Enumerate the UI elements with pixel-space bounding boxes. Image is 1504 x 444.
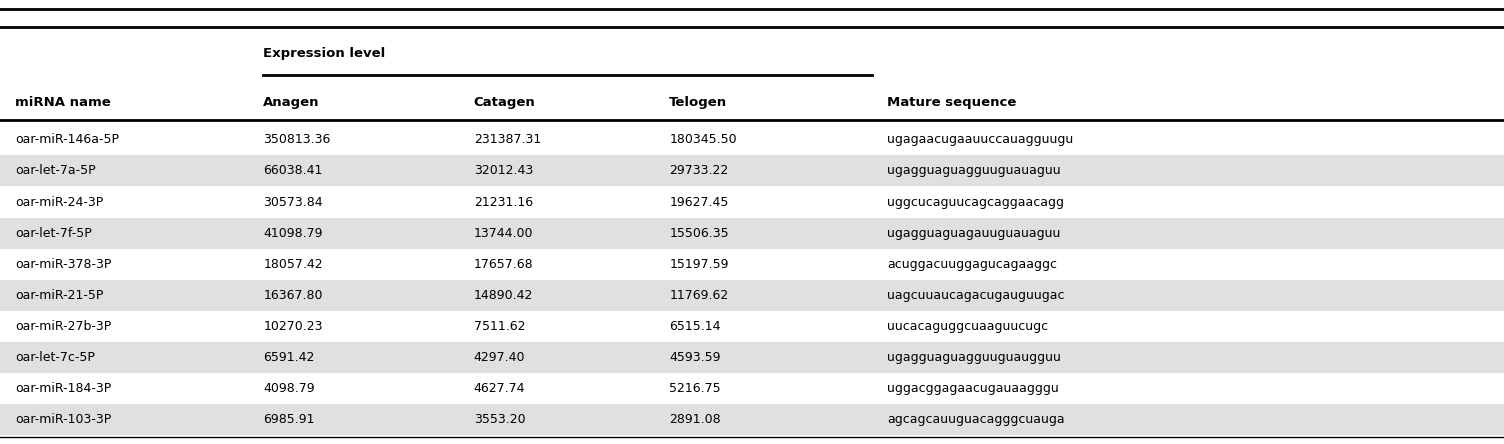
Text: 6591.42: 6591.42 <box>263 351 314 364</box>
Text: oar-miR-21-5P: oar-miR-21-5P <box>15 289 104 302</box>
Text: oar-miR-27b-3P: oar-miR-27b-3P <box>15 320 111 333</box>
Text: 19627.45: 19627.45 <box>669 195 728 209</box>
Bar <box>0 280 1504 311</box>
Text: miRNA name: miRNA name <box>15 95 111 109</box>
Text: agcagcauuguacagggcuauga: agcagcauuguacagggcuauga <box>887 413 1065 426</box>
Text: ugagguaguagguuguaugguu: ugagguaguagguuguaugguu <box>887 351 1062 364</box>
Text: 4627.74: 4627.74 <box>474 382 525 395</box>
Text: oar-let-7a-5P: oar-let-7a-5P <box>15 164 96 178</box>
Text: oar-miR-378-3P: oar-miR-378-3P <box>15 258 111 271</box>
Text: 21231.16: 21231.16 <box>474 195 532 209</box>
Text: uggcucaguucagcaggaacagg: uggcucaguucagcaggaacagg <box>887 195 1065 209</box>
Text: 231387.31: 231387.31 <box>474 133 541 147</box>
Text: uagcuuaucagacugauguugac: uagcuuaucagacugauguugac <box>887 289 1065 302</box>
Text: 14890.42: 14890.42 <box>474 289 532 302</box>
Text: oar-miR-146a-5P: oar-miR-146a-5P <box>15 133 119 147</box>
Text: 16367.80: 16367.80 <box>263 289 323 302</box>
Text: 2891.08: 2891.08 <box>669 413 720 426</box>
Bar <box>0 342 1504 373</box>
Text: ugagguaguagguuguauaguu: ugagguaguagguuguauaguu <box>887 164 1060 178</box>
Text: 4098.79: 4098.79 <box>263 382 314 395</box>
Text: 17657.68: 17657.68 <box>474 258 534 271</box>
Text: Catagen: Catagen <box>474 95 535 109</box>
Text: 11769.62: 11769.62 <box>669 289 728 302</box>
Text: oar-miR-24-3P: oar-miR-24-3P <box>15 195 104 209</box>
Text: Expression level: Expression level <box>263 47 385 60</box>
Text: oar-miR-184-3P: oar-miR-184-3P <box>15 382 111 395</box>
Text: 30573.84: 30573.84 <box>263 195 323 209</box>
Text: 180345.50: 180345.50 <box>669 133 737 147</box>
Text: 29733.22: 29733.22 <box>669 164 728 178</box>
Text: acuggacuuggagucagaaggc: acuggacuuggagucagaaggc <box>887 258 1057 271</box>
Text: 15197.59: 15197.59 <box>669 258 729 271</box>
Text: oar-let-7c-5P: oar-let-7c-5P <box>15 351 95 364</box>
Text: 32012.43: 32012.43 <box>474 164 532 178</box>
Text: ugagguaguagauuguauaguu: ugagguaguagauuguauaguu <box>887 226 1060 240</box>
Text: uggacggagaacugauaagggu: uggacggagaacugauaagggu <box>887 382 1059 395</box>
Text: 41098.79: 41098.79 <box>263 226 323 240</box>
Text: oar-let-7f-5P: oar-let-7f-5P <box>15 226 92 240</box>
Text: 10270.23: 10270.23 <box>263 320 323 333</box>
Text: 3553.20: 3553.20 <box>474 413 525 426</box>
Text: 18057.42: 18057.42 <box>263 258 323 271</box>
Text: Mature sequence: Mature sequence <box>887 95 1017 109</box>
Text: Anagen: Anagen <box>263 95 320 109</box>
Text: 13744.00: 13744.00 <box>474 226 534 240</box>
Text: 4297.40: 4297.40 <box>474 351 525 364</box>
Text: 6515.14: 6515.14 <box>669 320 720 333</box>
Bar <box>0 155 1504 186</box>
Bar <box>0 404 1504 435</box>
Text: 6985.91: 6985.91 <box>263 413 314 426</box>
Bar <box>0 218 1504 249</box>
Text: 15506.35: 15506.35 <box>669 226 729 240</box>
Text: 350813.36: 350813.36 <box>263 133 331 147</box>
Text: oar-miR-103-3P: oar-miR-103-3P <box>15 413 111 426</box>
Text: ugagaacugaauuccauagguugu: ugagaacugaauuccauagguugu <box>887 133 1074 147</box>
Text: Telogen: Telogen <box>669 95 728 109</box>
Text: 66038.41: 66038.41 <box>263 164 322 178</box>
Text: 4593.59: 4593.59 <box>669 351 720 364</box>
Text: uucacaguggcuaaguucugc: uucacaguggcuaaguucugc <box>887 320 1048 333</box>
Text: 5216.75: 5216.75 <box>669 382 720 395</box>
Text: 7511.62: 7511.62 <box>474 320 525 333</box>
